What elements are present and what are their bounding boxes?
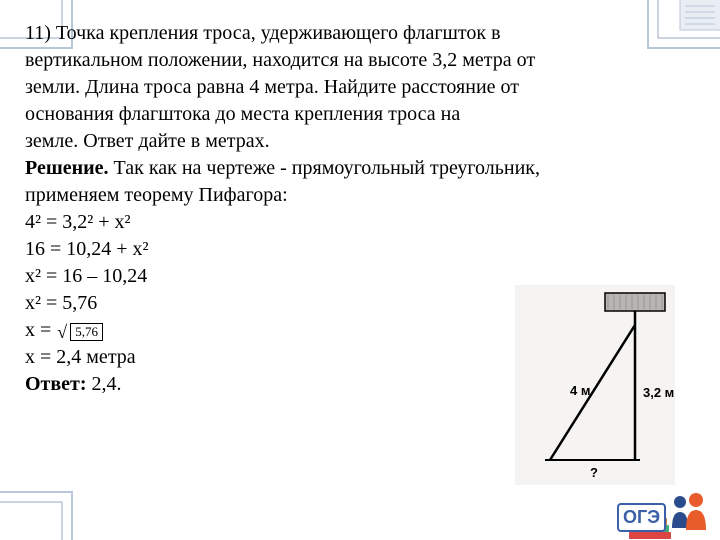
logo-area: ОГЭ bbox=[617, 490, 710, 532]
solution-intro-2: применяем теорему Пифагора: bbox=[25, 182, 565, 209]
corner-top-right bbox=[630, 0, 720, 55]
solution-intro-1: Решение. Так как на чертеже - прямоуголь… bbox=[25, 155, 565, 182]
answer-label: Ответ: bbox=[25, 373, 87, 395]
problem-line-4: основания флагштока до места крепления т… bbox=[25, 101, 565, 128]
flagpole-diagram: 4 м 3,2 м ? bbox=[515, 285, 675, 485]
solution-label: Решение. bbox=[25, 157, 109, 179]
equation-3: x² = 16 – 10,24 bbox=[25, 263, 565, 290]
equation-5: x = 5,76 bbox=[25, 317, 565, 344]
equation-4: x² = 5,76 bbox=[25, 290, 565, 317]
answer-line: Ответ: 2,4. bbox=[25, 371, 565, 398]
sqrt-expression: 5,76 bbox=[70, 323, 103, 341]
hyp-label: 4 м bbox=[570, 383, 590, 398]
corner-bottom-left bbox=[0, 485, 80, 540]
solution-intro-text: Так как на чертеже - прямоугольный треуг… bbox=[109, 157, 541, 179]
equation-1: 4² = 3,2² + x² bbox=[25, 209, 565, 236]
eq5-prefix: x = bbox=[25, 319, 56, 341]
problem-line-5: земле. Ответ дайте в метрах. bbox=[25, 128, 565, 155]
problem-line-3: земли. Длина троса равна 4 метра. Найдит… bbox=[25, 74, 565, 101]
base-label: ? bbox=[590, 465, 598, 480]
equation-6: x = 2,4 метра bbox=[25, 344, 565, 371]
height-label: 3,2 м bbox=[643, 385, 674, 400]
problem-line-1: 11) Точка крепления троса, удерживающего… bbox=[25, 20, 565, 47]
equation-2: 16 = 10,24 + x² bbox=[25, 236, 565, 263]
oge-badge: ОГЭ bbox=[617, 503, 666, 532]
problem-content: 11) Точка крепления троса, удерживающего… bbox=[25, 20, 565, 398]
problem-line-2: вертикальном положении, находится на выс… bbox=[25, 47, 565, 74]
people-icon bbox=[668, 490, 710, 532]
answer-value: 2,4. bbox=[87, 373, 122, 395]
